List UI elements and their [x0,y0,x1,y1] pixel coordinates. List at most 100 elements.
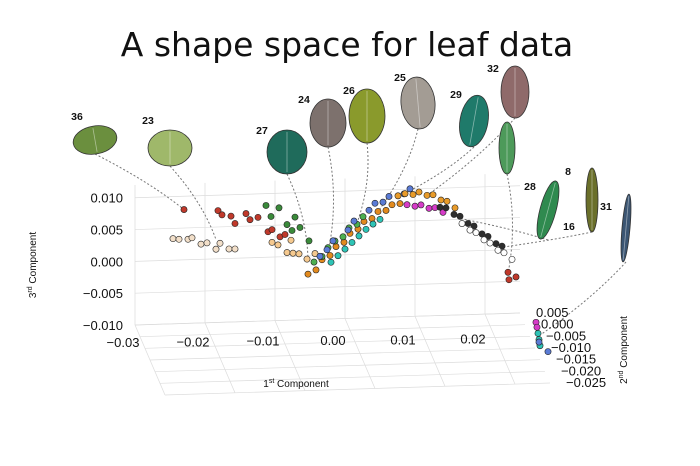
leaf-shape-26 [348,88,386,144]
species-24-point-5 [303,255,311,263]
species-36-point-4 [254,213,262,221]
species-16-point-7 [508,255,516,263]
species-25-point-0 [310,258,318,266]
species-24-point-4 [295,250,303,258]
leaf-label-23: 23 [142,115,154,127]
leaf-label-24: 24 [298,94,310,106]
species-28-point-1 [411,202,419,210]
species-31-point-2 [450,211,458,218]
leaf-29 [459,94,489,148]
species-32-point-4 [355,232,363,240]
species-32-point-2 [341,245,349,253]
species-tail-red-point-2 [505,276,513,284]
species-26-point-13 [396,200,404,208]
leaf-vein-28 [540,182,556,238]
y-tick-label: −0.010 [551,340,591,355]
y-tick-label: −0.005 [546,328,586,343]
species-32-point-6 [369,220,377,228]
leaf-shape-24 [309,98,347,148]
z-tick-label: 0.005 [90,223,123,238]
leaf-label-31: 31 [600,201,612,213]
species-16-point-3 [480,236,488,244]
species-24-point-1 [274,241,282,249]
species-25-point-4 [339,233,347,241]
leaf-label-26: 26 [343,85,355,97]
z-tick-label: −0.005 [83,286,123,301]
wall-gridline-z-4 [134,312,521,326]
leaf-shape-29 [459,94,489,148]
species-tail-magenta-point-1 [533,323,541,331]
species-16-point-1 [466,226,474,234]
species-31-point-1 [442,204,450,212]
leaf-26 [348,88,386,144]
species-27-point-5 [296,224,304,231]
axis-ticks: −0.03 −0.02 −0.01 0.00 0.01 0.020.0100.0050.0… [83,191,606,390]
species-36-point-2 [227,212,235,220]
species-23-point-8 [225,245,233,253]
leaf-label-27: 27 [256,125,268,137]
leaf-31 [620,193,632,263]
leaf-shape-16 [498,121,516,175]
z-axis-label: 3rd Component [27,232,39,298]
species-36-point-8 [231,220,239,227]
leaf-16 [498,121,516,175]
species-31-point-8 [492,240,500,248]
species-26-point-1 [312,266,320,274]
species-24-point-3 [289,249,297,257]
floor-gridline-y-5 [159,370,546,384]
species-29-point-6 [371,199,379,207]
species-28-point-0 [403,201,411,209]
leaf-label-28: 28 [524,181,536,193]
species-29-point-4 [350,217,358,225]
leader-line-24 [327,146,335,249]
species-27-point-2 [291,213,299,221]
y-tick-label: −0.015 [556,352,596,367]
leader-line-27 [286,173,309,262]
leaf-label-25: 25 [394,72,406,84]
species-29-point-5 [365,206,373,214]
species-32-point-5 [362,225,370,233]
z-tick-label: 0.000 [90,254,123,269]
species-26-point-9 [368,215,376,222]
species-8-point-8 [451,204,459,212]
species-23-point-1 [175,235,183,243]
species-8-point-4 [423,191,431,199]
leaf-shape-28 [536,180,560,240]
species-8-point-0 [394,192,402,200]
leaf-25 [400,76,436,130]
floor-gridline-y-3 [149,347,536,361]
species-tail-blue-point-1 [544,348,552,356]
species-8-point-3 [415,188,423,196]
species-36-point-11 [218,211,226,219]
species-36-point-0 [180,206,188,213]
box-gridlines [134,174,551,396]
leaf-thumbnails: 36 23 27 24 26 25 29 32 28 8 16 31 [71,63,632,263]
species-23-point-4 [197,240,205,248]
species-16-point-6 [500,249,508,257]
leaf-label-8: 8 [565,166,571,178]
leaf-vein-29 [469,97,479,145]
species-29-point-2 [329,237,337,245]
x-tick-label: 0.02 [460,332,485,347]
species-32-point-1 [334,252,342,260]
leaf-shape-27 [266,129,308,175]
leaf-label-29: 29 [450,89,462,101]
x-tick-label: −0.02 [177,334,210,349]
species-27-point-7 [305,237,313,245]
species-29-point-10 [406,185,414,193]
species-28-point-3 [425,204,433,212]
species-36-point-3 [242,210,250,217]
floor-gridline-y-2 [144,335,531,349]
species-23-point-7 [216,239,224,247]
y-axis-label: 2nd Component [618,316,630,384]
species-8-point-2 [409,191,417,198]
species-36-point-7 [268,226,276,234]
leaf-8 [585,167,599,233]
species-26-point-3 [326,252,334,259]
z-tick-label: −0.010 [83,318,123,333]
chart-title: A shape space for leaf data [121,25,573,64]
leader-line-16 [506,173,514,274]
species-25-point-7 [359,213,367,221]
floor-gridline-y-6 [164,382,551,396]
